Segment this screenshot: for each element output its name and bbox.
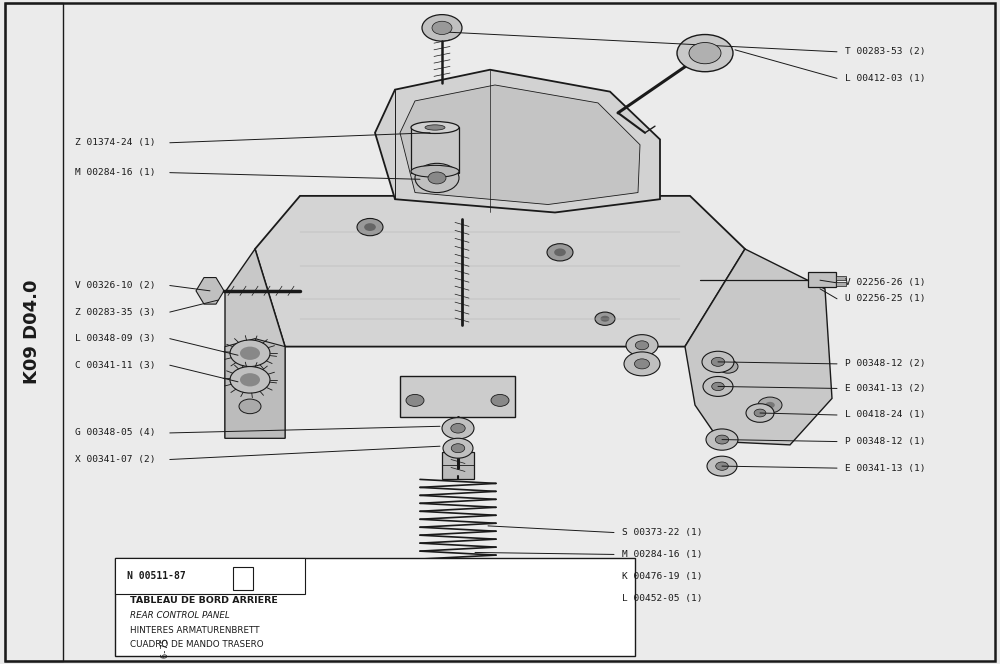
Circle shape [422,15,462,41]
Text: U 02256-25 (1): U 02256-25 (1) [845,294,926,303]
Text: TABLEAU DE BORD ARRIERE: TABLEAU DE BORD ARRIERE [130,596,278,606]
Bar [115,558,635,656]
Text: L 00452-05 (1): L 00452-05 (1) [622,594,702,603]
Ellipse shape [411,165,459,177]
Text: C 00341-11 (3): C 00341-11 (3) [75,361,156,370]
Circle shape [703,376,733,396]
Circle shape [406,394,424,406]
Circle shape [677,35,733,72]
Circle shape [600,315,610,321]
Bar [115,558,305,594]
Circle shape [724,364,732,369]
Text: K09 D04.0: K09 D04.0 [23,280,41,384]
Circle shape [706,429,738,450]
Bar [233,567,253,590]
Polygon shape [196,278,224,304]
Circle shape [707,456,737,476]
Circle shape [715,435,729,444]
Ellipse shape [425,125,445,130]
Circle shape [595,312,615,325]
Circle shape [624,352,660,376]
Circle shape [746,404,774,422]
Text: Z 01374-24 (1): Z 01374-24 (1) [75,138,156,147]
Circle shape [295,616,315,629]
Ellipse shape [411,122,459,133]
Circle shape [239,399,261,414]
Circle shape [754,409,766,417]
Circle shape [712,382,724,390]
Bar [808,272,836,287]
Circle shape [357,218,383,236]
Circle shape [364,223,376,231]
Circle shape [239,373,261,387]
Circle shape [239,346,261,361]
Text: M 00284-16 (1): M 00284-16 (1) [75,168,156,177]
Circle shape [415,163,459,193]
Text: HINTERES ARMATURENBRETT: HINTERES ARMATURENBRETT [130,625,260,635]
Text: V 00326-10 (2): V 00326-10 (2) [75,281,156,290]
Polygon shape [400,85,640,205]
Polygon shape [225,249,285,438]
Circle shape [428,172,446,184]
Circle shape [765,402,775,408]
Text: V 02256-26 (1): V 02256-26 (1) [845,278,926,288]
Text: K 00476-19 (1): K 00476-19 (1) [622,572,702,581]
Circle shape [491,394,509,406]
Polygon shape [685,249,832,445]
Polygon shape [375,70,660,212]
Text: L 00412-03 (1): L 00412-03 (1) [845,74,926,83]
Circle shape [230,340,270,367]
Text: X 00341-07 (2): X 00341-07 (2) [75,455,156,464]
Bar [5,3,63,661]
Text: P 00348-12 (2): P 00348-12 (2) [845,359,926,369]
Circle shape [442,418,474,439]
Bar [836,276,846,280]
Polygon shape [225,339,285,438]
Text: E 00341-13 (1): E 00341-13 (1) [845,463,926,473]
Circle shape [240,373,260,386]
Circle shape [718,360,738,373]
Text: 6-75: 6-75 [160,637,170,658]
Circle shape [634,359,650,369]
Circle shape [230,367,270,393]
Text: G 00348-05 (4): G 00348-05 (4) [75,428,156,438]
Circle shape [283,608,327,637]
Circle shape [635,341,649,350]
Circle shape [240,347,260,360]
Circle shape [432,21,452,35]
Text: N 00511-87: N 00511-87 [127,571,186,582]
Text: E 00341-13 (2): E 00341-13 (2) [845,384,926,393]
Circle shape [626,335,658,356]
Circle shape [689,42,721,64]
Circle shape [443,438,473,458]
Text: S 00373-22 (1): S 00373-22 (1) [622,528,702,537]
Circle shape [451,444,465,453]
Text: Z 00283-35 (3): Z 00283-35 (3) [75,307,156,317]
Circle shape [547,244,573,261]
Text: P 00348-12 (1): P 00348-12 (1) [845,437,926,446]
Text: L 00348-09 (3): L 00348-09 (3) [75,334,156,343]
Text: L 00418-24 (1): L 00418-24 (1) [845,410,926,420]
Circle shape [758,397,782,413]
Polygon shape [255,196,745,347]
Text: T 00283-53 (2): T 00283-53 (2) [845,47,926,56]
Bar [836,282,846,286]
Circle shape [716,462,728,470]
Circle shape [554,248,566,256]
Bar [411,127,459,173]
Circle shape [702,351,734,373]
Text: CUADRO DE MANDO TRASERO: CUADRO DE MANDO TRASERO [130,640,264,649]
Text: M 00284-16 (1): M 00284-16 (1) [622,550,702,559]
Text: REAR CONTROL PANEL: REAR CONTROL PANEL [130,611,230,620]
Bar [442,452,474,479]
Circle shape [451,424,465,433]
Bar [400,376,515,417]
Circle shape [711,357,725,367]
